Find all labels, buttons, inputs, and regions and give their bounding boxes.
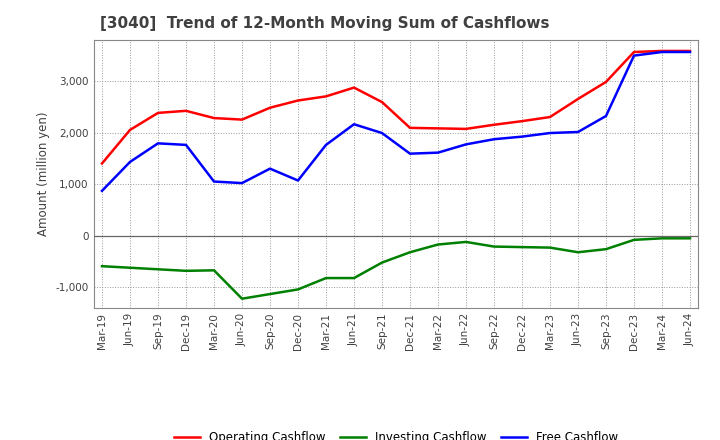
Free Cashflow xyxy=(685,49,694,55)
Investing Cashflow xyxy=(294,287,302,292)
Investing Cashflow xyxy=(630,237,639,242)
Investing Cashflow xyxy=(322,275,330,281)
Operating Cashflow xyxy=(574,96,582,102)
Free Cashflow xyxy=(126,159,135,165)
Operating Cashflow xyxy=(266,105,274,110)
Free Cashflow xyxy=(266,166,274,171)
Line: Operating Cashflow: Operating Cashflow xyxy=(102,51,690,164)
Free Cashflow xyxy=(433,150,442,155)
Investing Cashflow xyxy=(378,260,387,265)
Line: Investing Cashflow: Investing Cashflow xyxy=(102,238,690,299)
Investing Cashflow xyxy=(238,296,246,301)
Operating Cashflow xyxy=(181,108,190,114)
Free Cashflow xyxy=(378,130,387,136)
Free Cashflow xyxy=(294,178,302,183)
Free Cashflow xyxy=(153,141,162,146)
Legend: Operating Cashflow, Investing Cashflow, Free Cashflow: Operating Cashflow, Investing Cashflow, … xyxy=(169,427,623,440)
Free Cashflow xyxy=(181,142,190,147)
Operating Cashflow xyxy=(153,110,162,116)
Y-axis label: Amount (million yen): Amount (million yen) xyxy=(37,112,50,236)
Operating Cashflow xyxy=(378,99,387,105)
Operating Cashflow xyxy=(630,49,639,55)
Investing Cashflow xyxy=(126,265,135,270)
Free Cashflow xyxy=(210,179,218,184)
Investing Cashflow xyxy=(602,246,611,252)
Free Cashflow xyxy=(490,136,498,142)
Operating Cashflow xyxy=(518,118,526,124)
Investing Cashflow xyxy=(518,245,526,250)
Free Cashflow xyxy=(238,180,246,186)
Operating Cashflow xyxy=(462,126,470,132)
Investing Cashflow xyxy=(98,264,107,269)
Free Cashflow xyxy=(98,188,107,194)
Investing Cashflow xyxy=(181,268,190,274)
Text: [3040]  Trend of 12-Month Moving Sum of Cashflows: [3040] Trend of 12-Month Moving Sum of C… xyxy=(99,16,549,32)
Free Cashflow xyxy=(657,49,666,55)
Free Cashflow xyxy=(518,134,526,139)
Investing Cashflow xyxy=(462,239,470,245)
Line: Free Cashflow: Free Cashflow xyxy=(102,52,690,191)
Operating Cashflow xyxy=(405,125,414,131)
Operating Cashflow xyxy=(98,161,107,166)
Investing Cashflow xyxy=(685,236,694,241)
Investing Cashflow xyxy=(350,275,359,281)
Investing Cashflow xyxy=(266,291,274,297)
Investing Cashflow xyxy=(433,242,442,247)
Free Cashflow xyxy=(322,142,330,147)
Investing Cashflow xyxy=(574,249,582,255)
Operating Cashflow xyxy=(657,48,666,54)
Free Cashflow xyxy=(630,53,639,58)
Free Cashflow xyxy=(602,114,611,119)
Investing Cashflow xyxy=(546,245,554,250)
Operating Cashflow xyxy=(294,98,302,103)
Free Cashflow xyxy=(350,121,359,127)
Operating Cashflow xyxy=(210,115,218,121)
Operating Cashflow xyxy=(546,114,554,120)
Investing Cashflow xyxy=(490,244,498,249)
Investing Cashflow xyxy=(657,236,666,241)
Investing Cashflow xyxy=(210,268,218,273)
Investing Cashflow xyxy=(405,249,414,255)
Operating Cashflow xyxy=(322,94,330,99)
Free Cashflow xyxy=(546,130,554,136)
Free Cashflow xyxy=(574,129,582,135)
Free Cashflow xyxy=(462,142,470,147)
Operating Cashflow xyxy=(350,85,359,90)
Operating Cashflow xyxy=(238,117,246,122)
Free Cashflow xyxy=(405,151,414,156)
Investing Cashflow xyxy=(153,267,162,272)
Operating Cashflow xyxy=(126,127,135,132)
Operating Cashflow xyxy=(433,126,442,131)
Operating Cashflow xyxy=(490,122,498,128)
Operating Cashflow xyxy=(685,48,694,54)
Operating Cashflow xyxy=(602,79,611,84)
